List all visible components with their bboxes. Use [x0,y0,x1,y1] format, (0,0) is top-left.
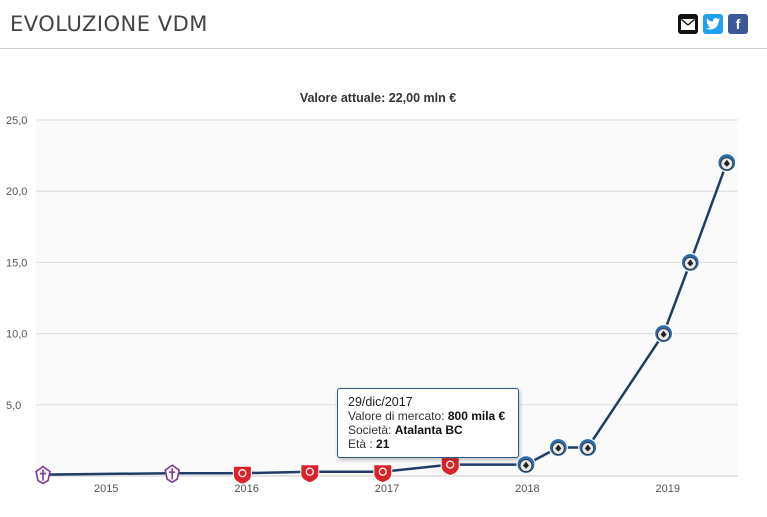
y-tick-label: 10,0 [6,329,27,341]
data-point-tooltip: 29/dic/2017 Valore di mercato: 800 mila … [337,388,519,458]
lily-mark [40,469,46,481]
section-title: EVOLUZIONE VDM [10,12,208,36]
tooltip-market-value: 800 mila € [447,409,506,423]
chart-series [35,153,737,485]
chart-title: Valore attuale: 22,00 mln € [300,91,456,105]
tooltip-market-label: Valore di mercato: [348,409,445,423]
y-tick-label: 25,0 [6,115,27,127]
data-point [680,252,700,272]
facebook-share-button[interactable]: f [728,14,748,34]
crest-mark [555,444,562,452]
y-axis: 5,0 10,0 15,0 20,0 25,0 [6,115,27,412]
perugia-crest-icon [300,464,320,484]
data-point [300,464,320,484]
data-point [717,153,737,173]
tooltip-club-row: Società: Atalanta BC [348,423,508,437]
section-header: EVOLUZIONE VDM f [0,0,767,49]
x-axis: 2015 2016 2017 2018 2019 [94,483,680,495]
x-tick-label: 2019 [656,483,680,495]
tooltip-age-row: Età : 21 [348,437,508,451]
crest-mark [238,469,247,478]
y-tick-label: 20,0 [6,186,27,198]
series-line [42,162,728,476]
crest-mark [584,444,591,452]
twitter-share-button[interactable] [703,14,723,34]
x-tick-label: 2015 [94,483,118,495]
data-point [516,455,536,475]
data-point [440,457,460,477]
data-point [232,465,252,485]
twitter-icon [706,18,720,30]
tooltip-market-row: Valore di mercato: 800 mila € [348,409,508,423]
tooltip-club-label: Società: [348,423,392,437]
data-point [653,324,674,344]
data-point [35,465,51,485]
perugia-crest-icon [232,465,252,485]
tooltip-date: 29/dic/2017 [348,395,413,409]
crest-mark [660,330,667,338]
x-tick-label: 2016 [234,483,258,495]
crest-mark [446,460,455,469]
facebook-icon: f [735,16,741,32]
data-point [548,437,568,458]
x-tick-label: 2018 [515,483,539,495]
lily-mark [169,468,176,480]
tooltip-age-value: 21 [376,437,390,451]
envelope-icon [681,18,695,30]
tooltip-club-value: Atalanta BC [394,423,463,437]
data-point [164,464,181,484]
data-point [578,437,598,458]
crest-mark [723,159,730,167]
x-tick-label: 2017 [375,483,399,495]
crest-mark [378,467,387,476]
y-tick-label: 5,0 [6,400,21,412]
data-point [373,464,393,484]
crest-mark [305,467,314,476]
email-share-button[interactable] [678,14,698,34]
perugia-crest-icon [440,457,460,477]
perugia-crest-icon [373,464,393,484]
y-tick-label: 15,0 [6,257,27,269]
crest-mark [523,461,529,469]
crest-mark [687,259,694,267]
tooltip-age-label: Età : [348,437,373,451]
